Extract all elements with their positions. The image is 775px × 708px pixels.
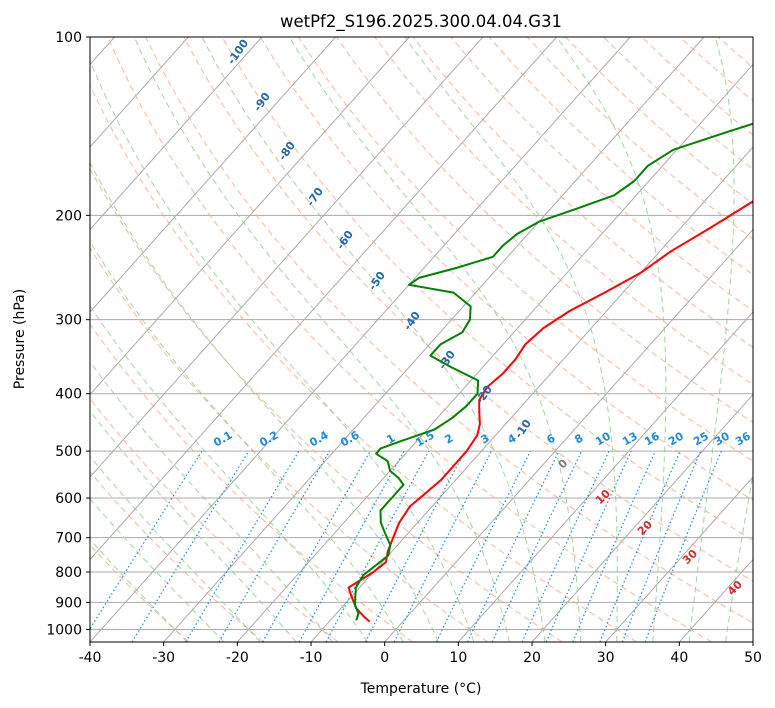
dry-adiabat-line	[90, 247, 488, 642]
x-tick-label: -10	[300, 650, 323, 666]
moist-adiabat-line	[90, 305, 369, 642]
moist-adiabat-line	[725, 471, 753, 642]
moist-adiabat-line	[688, 37, 735, 642]
isotherm-line	[90, 37, 631, 642]
y-tick-label: 1000	[46, 622, 82, 638]
mixing-ratio-line	[298, 450, 405, 642]
isotherm-line	[605, 476, 753, 642]
dry-adiabat-line	[374, 37, 753, 386]
isotherm-line	[384, 228, 753, 642]
isotherm-line	[90, 37, 263, 231]
isotherm-line	[163, 37, 705, 642]
y-tick-label: 700	[55, 531, 82, 547]
moist-adiabat-line	[90, 240, 404, 642]
x-tick-label: 0	[380, 650, 389, 666]
x-tick-label: 20	[523, 650, 541, 666]
mixing-ratio-line	[435, 450, 532, 642]
dry-adiabat-line	[90, 167, 563, 642]
x-axis-ticks: -40 -30 -20 -10 0 10 20 30 40 50	[79, 642, 762, 666]
isotherm-line	[310, 146, 753, 642]
dry-adiabat-line	[412, 37, 753, 349]
dry-adiabat-line	[90, 323, 414, 642]
x-tick-label: 50	[744, 650, 762, 666]
isotherm-line	[236, 63, 753, 642]
x-axis-label: Temperature (°C)	[360, 681, 482, 697]
mixing-ratio-line	[393, 450, 493, 642]
isotherm-line	[531, 393, 753, 642]
chart-title: wetPf2_S196.2025.300.04.04.G31	[280, 12, 562, 32]
moist-adiabat-line	[556, 37, 667, 642]
plot-frame	[89, 36, 754, 643]
y-tick-label: 500	[55, 444, 82, 460]
y-axis-label: Pressure (hPa)	[12, 289, 28, 389]
dry-adiabat-line	[145, 37, 753, 624]
dry-adiabats	[90, 37, 753, 642]
y-tick-label: 800	[55, 565, 82, 581]
isotherm-line	[90, 37, 336, 313]
sounding-profiles	[347, 122, 753, 623]
y-tick-label: 400	[55, 387, 82, 403]
dry-adiabat-line	[90, 544, 190, 642]
moist-adiabat-line	[90, 410, 297, 642]
moist-adiabat-line	[133, 37, 510, 642]
isotherm-line	[457, 311, 753, 642]
x-tick-label: -20	[226, 650, 249, 666]
mixing-ratio-line	[599, 450, 681, 642]
mixing-ratio-lines	[90, 450, 722, 642]
dry-adiabat-line	[90, 471, 264, 642]
mixing-ratio-line	[90, 450, 203, 630]
x-tick-label: 10	[449, 650, 467, 666]
isotherm-line	[90, 37, 484, 478]
moist-adiabat-line	[201, 37, 546, 642]
moist-adiabats	[90, 37, 753, 642]
plot-layers	[90, 37, 753, 642]
mixing-ratio-line	[545, 450, 632, 642]
mixing-ratio-line	[325, 450, 430, 642]
y-tick-label: 300	[55, 313, 82, 329]
y-tick-label: 100	[55, 30, 82, 46]
y-axis-ticks: 100 200 300 400 500 600 700 800 900 1000	[46, 30, 90, 638]
dry-adiabat-line	[107, 37, 712, 642]
dry-adiabat-line	[90, 397, 339, 642]
isotherm-line	[90, 37, 410, 396]
dry-adiabat-line	[450, 37, 753, 312]
moist-adiabat-line	[90, 360, 333, 642]
y-tick-label: 200	[55, 208, 82, 224]
dry-adiabat-line	[90, 83, 638, 642]
temperature-profile-line	[347, 200, 753, 623]
isotherm-line	[90, 37, 557, 561]
y-tick-label: 600	[55, 491, 82, 507]
mixing-ratio-line	[262, 450, 371, 642]
x-tick-label: 40	[670, 650, 688, 666]
moist-adiabat-line	[90, 161, 439, 642]
moist-adiabat-line	[288, 37, 582, 642]
isotherm-grid	[90, 37, 753, 642]
moist-adiabat-line	[90, 455, 261, 642]
mixing-ratio-line	[572, 450, 656, 642]
x-tick-label: 30	[597, 650, 615, 666]
x-tick-label: -40	[79, 650, 102, 666]
mixing-ratio-line	[644, 450, 722, 642]
y-tick-label: 900	[55, 595, 82, 611]
mixing-ratio-line	[621, 450, 702, 642]
dewpoint-profile-line	[353, 122, 753, 621]
mixing-ratio-line	[131, 450, 250, 642]
isotherm-line	[90, 37, 189, 148]
dry-adiabat-line	[336, 37, 753, 424]
moist-adiabat-line	[90, 59, 475, 642]
x-tick-label: -30	[152, 650, 175, 666]
